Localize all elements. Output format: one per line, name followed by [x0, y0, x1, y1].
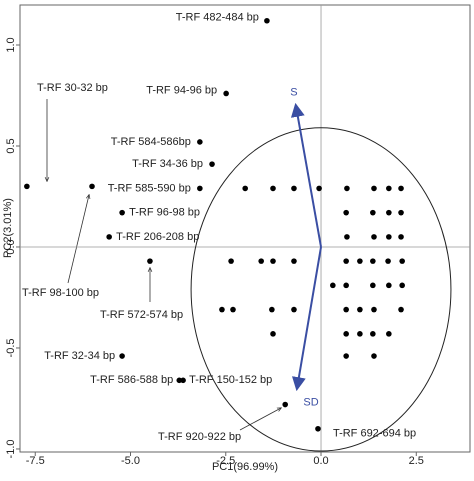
point: [357, 331, 363, 337]
point: [386, 282, 392, 289]
x-tick-label: -7.5: [26, 455, 45, 467]
point: [270, 185, 276, 192]
point: [370, 282, 376, 289]
point: [371, 353, 377, 359]
point: [357, 258, 363, 264]
point: [119, 209, 125, 216]
point-label: T-RF 585-590 bp: [108, 182, 191, 194]
point: [258, 258, 264, 264]
x-tick-label: 0.0: [313, 455, 328, 467]
point: [230, 306, 236, 313]
point: [398, 185, 404, 192]
vector-label: SD: [303, 396, 318, 408]
point: [386, 209, 392, 216]
point: [398, 306, 404, 313]
point-label: T-RF 692-694 bp: [333, 428, 416, 440]
point: [24, 183, 30, 190]
point: [291, 185, 297, 192]
point: [106, 234, 112, 240]
point: [385, 258, 391, 264]
point-label: T-RF 96-98 bp: [129, 207, 200, 219]
point: [370, 331, 376, 337]
point: [291, 306, 297, 313]
point: [370, 258, 376, 264]
x-axis-label: PC1(96.99%): [212, 461, 278, 473]
point: [371, 234, 377, 240]
y-tick-label: 0.0: [5, 239, 17, 254]
point: [242, 185, 248, 192]
loading-vector: [290, 102, 323, 248]
point: [180, 377, 186, 384]
x-tick-label: -5.0: [121, 455, 140, 467]
point: [282, 401, 288, 408]
point-label: T-RF 98-100 bp: [22, 287, 99, 299]
point: [119, 353, 125, 359]
point: [89, 183, 95, 190]
point: [147, 258, 153, 264]
point: [315, 425, 321, 432]
point: [291, 258, 297, 264]
point-label: T-RF 30-32 bp: [37, 82, 108, 94]
loading-vector: [291, 246, 323, 392]
y-tick-label: 1.0: [5, 37, 17, 52]
point: [219, 306, 225, 313]
annotation-arrow: [67, 195, 89, 284]
point: [228, 258, 234, 264]
point: [399, 282, 405, 289]
point-label: T-RF 572-574 bp: [100, 309, 183, 321]
point-label: T-RF 150-152 bp: [189, 374, 272, 386]
point: [343, 209, 349, 216]
point: [330, 282, 336, 289]
correlation-circle: [190, 127, 452, 452]
point: [264, 17, 270, 24]
point-label: T-RF 482-484 bp: [176, 12, 259, 24]
x-tick-label: -2.5: [216, 455, 235, 467]
point: [343, 331, 349, 337]
y-tick-label: -1.0: [5, 439, 17, 458]
x-tick-label: 2.5: [409, 455, 424, 467]
point: [399, 258, 405, 264]
y-axis-label: PC2(3.01%): [2, 198, 14, 258]
point: [371, 185, 377, 192]
y-tick-label: -0.5: [5, 338, 17, 357]
point: [398, 234, 404, 240]
point: [344, 234, 350, 240]
point: [343, 282, 349, 289]
point: [371, 306, 377, 313]
point-label: T-RF 32-34 bp: [44, 350, 115, 362]
point: [357, 306, 363, 313]
point: [270, 331, 276, 337]
plot-frame: [19, 4, 471, 453]
point: [197, 139, 203, 145]
point: [386, 185, 392, 192]
point: [316, 185, 322, 192]
point: [223, 90, 229, 97]
point-label: T-RF 920-922 bp: [158, 431, 241, 443]
point: [343, 306, 349, 313]
annotation-arrows: [47, 99, 281, 431]
point: [386, 331, 392, 337]
point-label: T-RF 206-208 bp: [116, 231, 199, 243]
point: [270, 258, 276, 264]
y-tick-label: 0.5: [5, 138, 17, 153]
point-label: T-RF 34-36 bp: [132, 158, 203, 170]
point: [398, 209, 404, 216]
point: [344, 185, 350, 192]
point-label: T-RF 94-96 bp: [146, 84, 217, 96]
point: [209, 161, 215, 167]
point: [343, 258, 349, 264]
point: [269, 306, 275, 313]
point-label: T-RF 586-588 bp: [90, 374, 173, 386]
point-label: T-RF 584-586bp: [111, 136, 191, 148]
annotation-arrow: [239, 408, 281, 431]
point: [197, 185, 203, 192]
point: [343, 353, 349, 359]
vector-label: S: [290, 86, 297, 98]
point: [370, 209, 376, 216]
point: [386, 234, 392, 240]
